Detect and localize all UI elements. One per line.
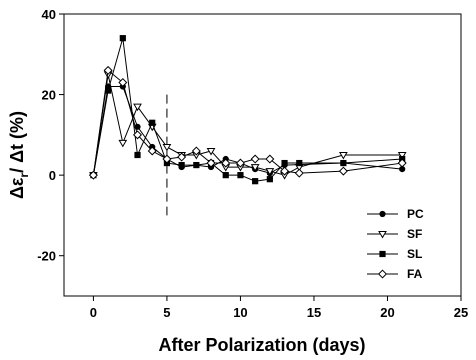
data-point-sl: [149, 119, 156, 126]
data-point-sl: [252, 178, 259, 185]
legend-item-fa: FA: [367, 267, 423, 281]
x-tick-label: 10: [233, 305, 247, 320]
data-point-fa: [118, 77, 128, 87]
y-axis-title-main: Δε: [7, 177, 27, 199]
data-point-sf: [118, 139, 128, 148]
legend-item-sf: SF: [367, 227, 422, 241]
legend-item-sl: SL: [367, 247, 422, 261]
data-point-fa: [133, 130, 143, 140]
data-point-sl: [281, 159, 288, 167]
y-axis-title-sub: r: [17, 173, 31, 178]
data-point-fa: [221, 158, 231, 168]
data-point-sl: [266, 176, 273, 183]
data-point-sf: [338, 152, 348, 160]
y-tick-label: 20: [42, 88, 56, 103]
legend-marker: [377, 269, 388, 279]
data-point-sf: [250, 164, 260, 172]
data-point-sf: [397, 152, 407, 160]
data-point-sl: [193, 161, 200, 169]
data-point-sf: [162, 143, 172, 152]
y-tick-label: -20: [37, 249, 56, 264]
data-point-sl: [222, 172, 229, 179]
ticks-layer: 0 5 10 15 20 25 -20 0 20 40: [37, 7, 468, 320]
series-fa: [88, 65, 407, 180]
data-point-sl: [119, 35, 126, 42]
legend-label: FA: [407, 267, 423, 281]
data-point-sl: [105, 87, 112, 94]
data-point-fa: [294, 168, 304, 178]
y-axis-title-tail: / Δt (%): [7, 111, 27, 173]
data-point-sl: [178, 161, 185, 169]
x-tick-label: 25: [454, 305, 468, 320]
data-point-fa: [250, 154, 260, 164]
data-point-fa: [265, 154, 275, 164]
data-point-fa: [206, 158, 216, 168]
data-point-sf: [265, 168, 275, 176]
x-tick-label: 5: [163, 305, 170, 320]
data-point-sl: [340, 159, 347, 167]
data-point-fa: [103, 65, 113, 75]
data-point-fa: [280, 166, 290, 176]
y-axis-title: Δεr/ Δt (%): [7, 111, 31, 199]
data-point-fa: [338, 166, 348, 176]
series-line-fa: [92, 69, 403, 176]
data-point-fa: [147, 146, 157, 156]
x-tick-label: 20: [380, 305, 394, 320]
legend: PC SF SL FA: [367, 207, 424, 281]
data-point-fa: [191, 146, 201, 156]
series-line-pc: [92, 86, 403, 176]
data-point-sl: [237, 172, 244, 179]
legend-marker: [379, 250, 386, 258]
data-point-sl: [134, 151, 141, 159]
legend-label: PC: [407, 207, 424, 221]
x-axis-title: After Polarization (days): [158, 335, 365, 355]
legend-marker: [379, 210, 386, 218]
y-tick-label: 40: [42, 7, 56, 22]
x-tick-label: 15: [307, 305, 321, 320]
data-point-sl: [296, 159, 303, 167]
data-point-fa: [397, 158, 407, 168]
y-tick-label: 0: [49, 168, 56, 183]
data-point-fa: [235, 158, 245, 168]
data-point-fa: [88, 170, 98, 180]
data-point-sf: [133, 103, 142, 112]
data-point-sf: [206, 147, 216, 156]
x-tick-label: 0: [90, 305, 97, 320]
legend-item-pc: PC: [367, 207, 424, 221]
legend-label: SL: [407, 247, 422, 261]
data-point-fa: [162, 154, 172, 164]
series-layer: [88, 35, 407, 185]
data-point-fa: [177, 152, 187, 162]
legend-label: SF: [407, 227, 422, 241]
plot-frame: [63, 13, 462, 297]
legend-marker: [378, 231, 387, 239]
